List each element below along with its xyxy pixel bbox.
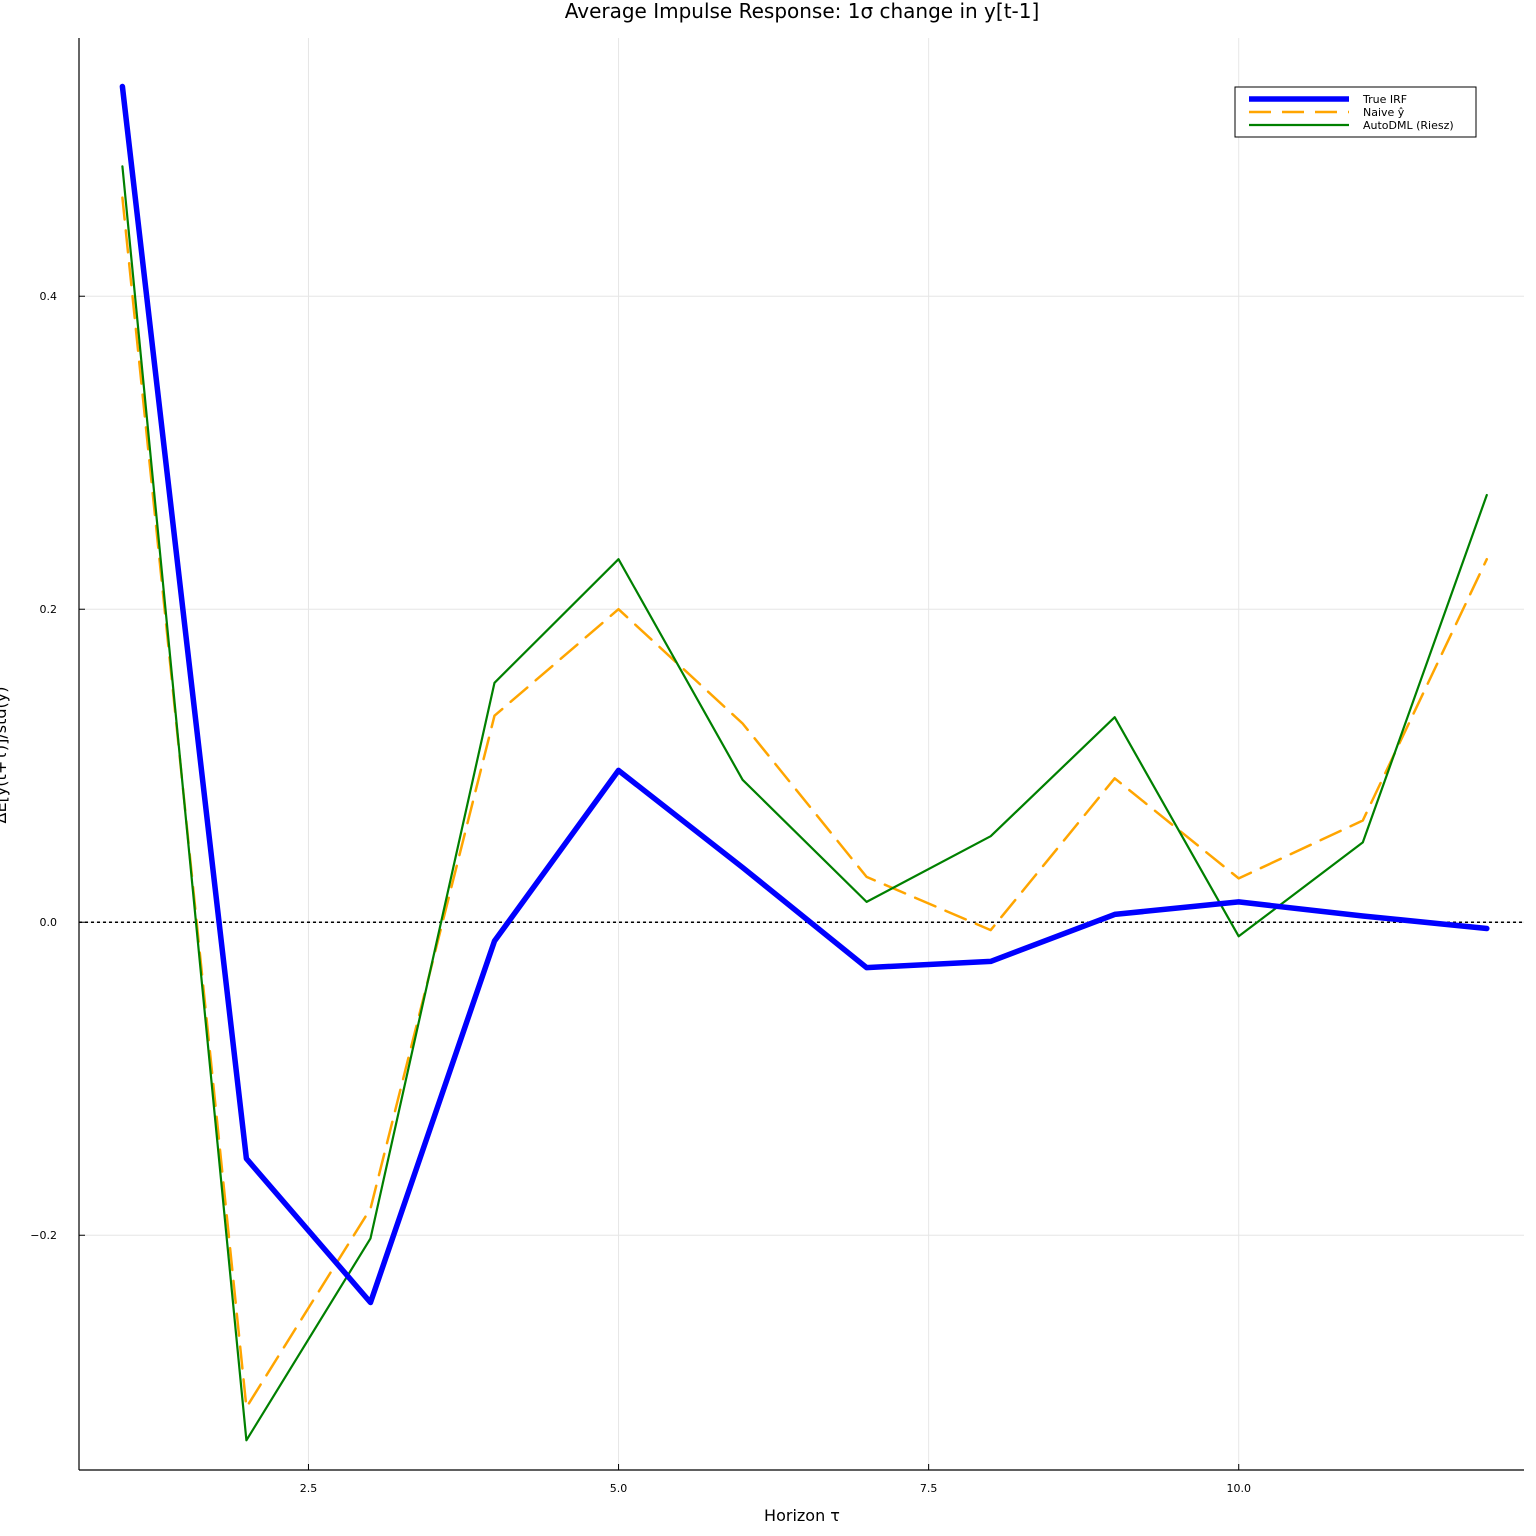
x-tick-label: 10.0	[1226, 1482, 1251, 1495]
x-ticks: 2.5 5.0 7.5 10.0	[300, 1464, 1251, 1495]
series-line-2	[121, 165, 1488, 1442]
x-tick-label: 7.5	[920, 1482, 938, 1495]
x-axis-label: Horizon τ	[764, 1506, 840, 1525]
y-tick-label: 0.2	[40, 603, 58, 616]
legend-label: True IRF	[1362, 93, 1407, 106]
y-tick-label: 0.0	[40, 916, 58, 929]
legend-box	[1234, 86, 1477, 138]
y-ticks: −0.2 0.0 0.2 0.4	[30, 290, 85, 1242]
x-tick-label: 5.0	[610, 1482, 628, 1495]
y-tick-label: 0.4	[40, 290, 58, 303]
series-layer	[119, 83, 1490, 1442]
axes	[78, 38, 1524, 1471]
legend-label: Naive ŷ	[1363, 106, 1405, 119]
chart-title: Average Impulse Response: 1σ change in y…	[565, 0, 1040, 23]
y-tick-label: −0.2	[30, 1229, 57, 1242]
series-line-1	[121, 196, 1489, 1409]
x-tick-label: 2.5	[300, 1482, 318, 1495]
series-line-0	[119, 83, 1490, 1306]
y-axis-label: ΔE[y(t+τ)]/std(y)	[0, 687, 10, 824]
legend-label: AutoDML (Riesz)	[1363, 119, 1454, 132]
